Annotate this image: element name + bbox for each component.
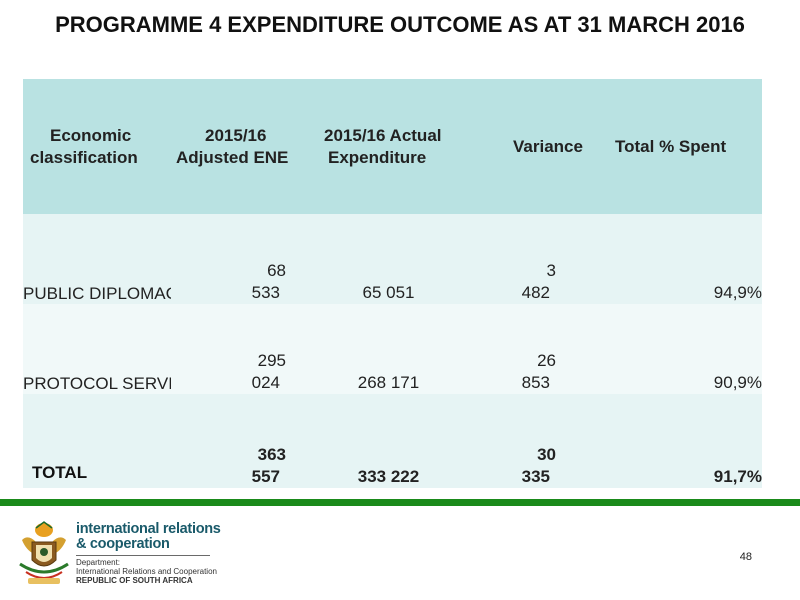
value-line: 68 [267,261,286,280]
row-label: PUBLIC DIPLOMACY [23,214,171,304]
value-line: 30 [537,445,556,464]
adjusted-ene-cell: 363 557 [171,394,316,488]
value-line: 26 [537,351,556,370]
department-line: International Relations and Cooperation [76,567,217,576]
header-actual-expenditure: 2015/16 Actual Expenditure [316,79,461,214]
brand-line: & cooperation [76,536,170,552]
total-spent-cell: 91,7% [617,394,762,488]
table-row: PROTOCOL SERVICES 295 024 268 171 26 853… [23,304,762,394]
header-line: 2015/16 Actual [324,125,442,145]
table-row: PUBLIC DIPLOMACY 68 533 65 051 3 482 94,… [23,214,762,304]
brand-divider [76,555,210,556]
total-label: TOTAL [23,394,171,488]
value-line: 482 [521,283,550,302]
header-line: Variance [513,136,583,156]
value-line: 024 [251,373,280,392]
header-adjusted-ene: 2015/16 Adjusted ENE [171,79,316,214]
row-label: PROTOCOL SERVICES [23,304,171,394]
value-line: 295 [257,351,286,370]
department-line: Department: [76,558,121,567]
expenditure-table: Economic classification 2015/16 Adjusted… [23,79,762,488]
total-spent-cell: 94,9% [617,214,762,304]
total-row: TOTAL 363 557 333 222 30 335 91,7% [23,394,762,488]
variance-cell: 30 335 [461,394,617,488]
actual-expenditure-cell: 268 171 [316,304,461,394]
footer-divider [0,499,800,506]
total-spent-cell: 90,9% [617,304,762,394]
header-line: 2015/16 [205,125,267,145]
value-line: 853 [521,373,550,392]
adjusted-ene-cell: 295 024 [171,304,316,394]
header-line: Total % Spent [615,136,727,156]
header-variance: Variance [461,79,617,214]
page-number: 48 [739,551,752,563]
brand-line: international relations [76,521,221,537]
header-total-spent: Total % Spent [615,79,762,214]
variance-cell: 26 853 [461,304,617,394]
actual-expenditure-cell: 333 222 [316,394,461,488]
country-line: REPUBLIC OF SOUTH AFRICA [76,576,193,585]
coat-of-arms-icon [19,521,69,584]
header-economic-classification: Economic classification [23,79,171,214]
value-line: 3 [546,261,556,280]
actual-expenditure-cell: 65 051 [316,214,461,304]
department-brand: international relations & cooperation De… [76,522,221,585]
header-line: Economic [50,125,132,145]
page-title: PROGRAMME 4 EXPENDITURE OUTCOME AS AT 31… [55,12,745,37]
table-header-row: Economic classification 2015/16 Adjusted… [23,79,762,214]
header-line: Adjusted ENE [176,147,289,167]
value-line: 335 [521,467,550,486]
value-line: 533 [251,283,280,302]
value-line: 557 [251,467,280,486]
header-line: Expenditure [328,147,427,167]
variance-cell: 3 482 [461,214,617,304]
adjusted-ene-cell: 68 533 [171,214,316,304]
value-line: 363 [257,445,286,464]
header-line: classification [30,147,138,167]
